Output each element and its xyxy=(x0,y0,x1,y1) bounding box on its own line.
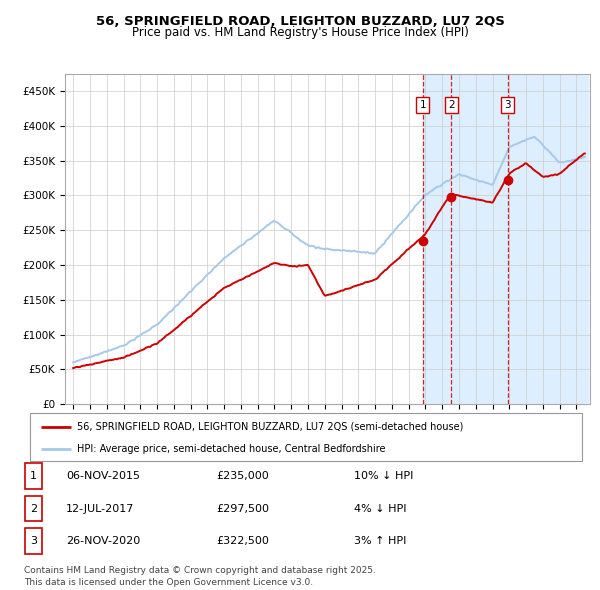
Text: £235,000: £235,000 xyxy=(216,471,269,481)
Text: 2: 2 xyxy=(30,504,37,513)
FancyBboxPatch shape xyxy=(25,528,42,554)
Bar xyxy=(423,74,588,404)
Text: Price paid vs. HM Land Registry's House Price Index (HPI): Price paid vs. HM Land Registry's House … xyxy=(131,26,469,39)
Text: 3: 3 xyxy=(30,536,37,546)
Text: Contains HM Land Registry data © Crown copyright and database right 2025.
This d: Contains HM Land Registry data © Crown c… xyxy=(24,566,376,587)
FancyBboxPatch shape xyxy=(30,413,582,461)
Text: 56, SPRINGFIELD ROAD, LEIGHTON BUZZARD, LU7 2QS: 56, SPRINGFIELD ROAD, LEIGHTON BUZZARD, … xyxy=(95,15,505,28)
Text: 2: 2 xyxy=(448,100,454,110)
Text: 1: 1 xyxy=(30,471,37,481)
Text: 12-JUL-2017: 12-JUL-2017 xyxy=(66,504,134,513)
Text: 26-NOV-2020: 26-NOV-2020 xyxy=(66,536,140,546)
Text: 3% ↑ HPI: 3% ↑ HPI xyxy=(354,536,406,546)
Text: 3: 3 xyxy=(504,100,511,110)
Text: 06-NOV-2015: 06-NOV-2015 xyxy=(66,471,140,481)
Text: £297,500: £297,500 xyxy=(216,504,269,513)
Text: 1: 1 xyxy=(419,100,426,110)
Text: 56, SPRINGFIELD ROAD, LEIGHTON BUZZARD, LU7 2QS (semi-detached house): 56, SPRINGFIELD ROAD, LEIGHTON BUZZARD, … xyxy=(77,421,463,431)
Text: 10% ↓ HPI: 10% ↓ HPI xyxy=(354,471,413,481)
Text: 4% ↓ HPI: 4% ↓ HPI xyxy=(354,504,407,513)
FancyBboxPatch shape xyxy=(25,463,42,489)
FancyBboxPatch shape xyxy=(25,496,42,522)
Text: HPI: Average price, semi-detached house, Central Bedfordshire: HPI: Average price, semi-detached house,… xyxy=(77,444,385,454)
Text: £322,500: £322,500 xyxy=(216,536,269,546)
